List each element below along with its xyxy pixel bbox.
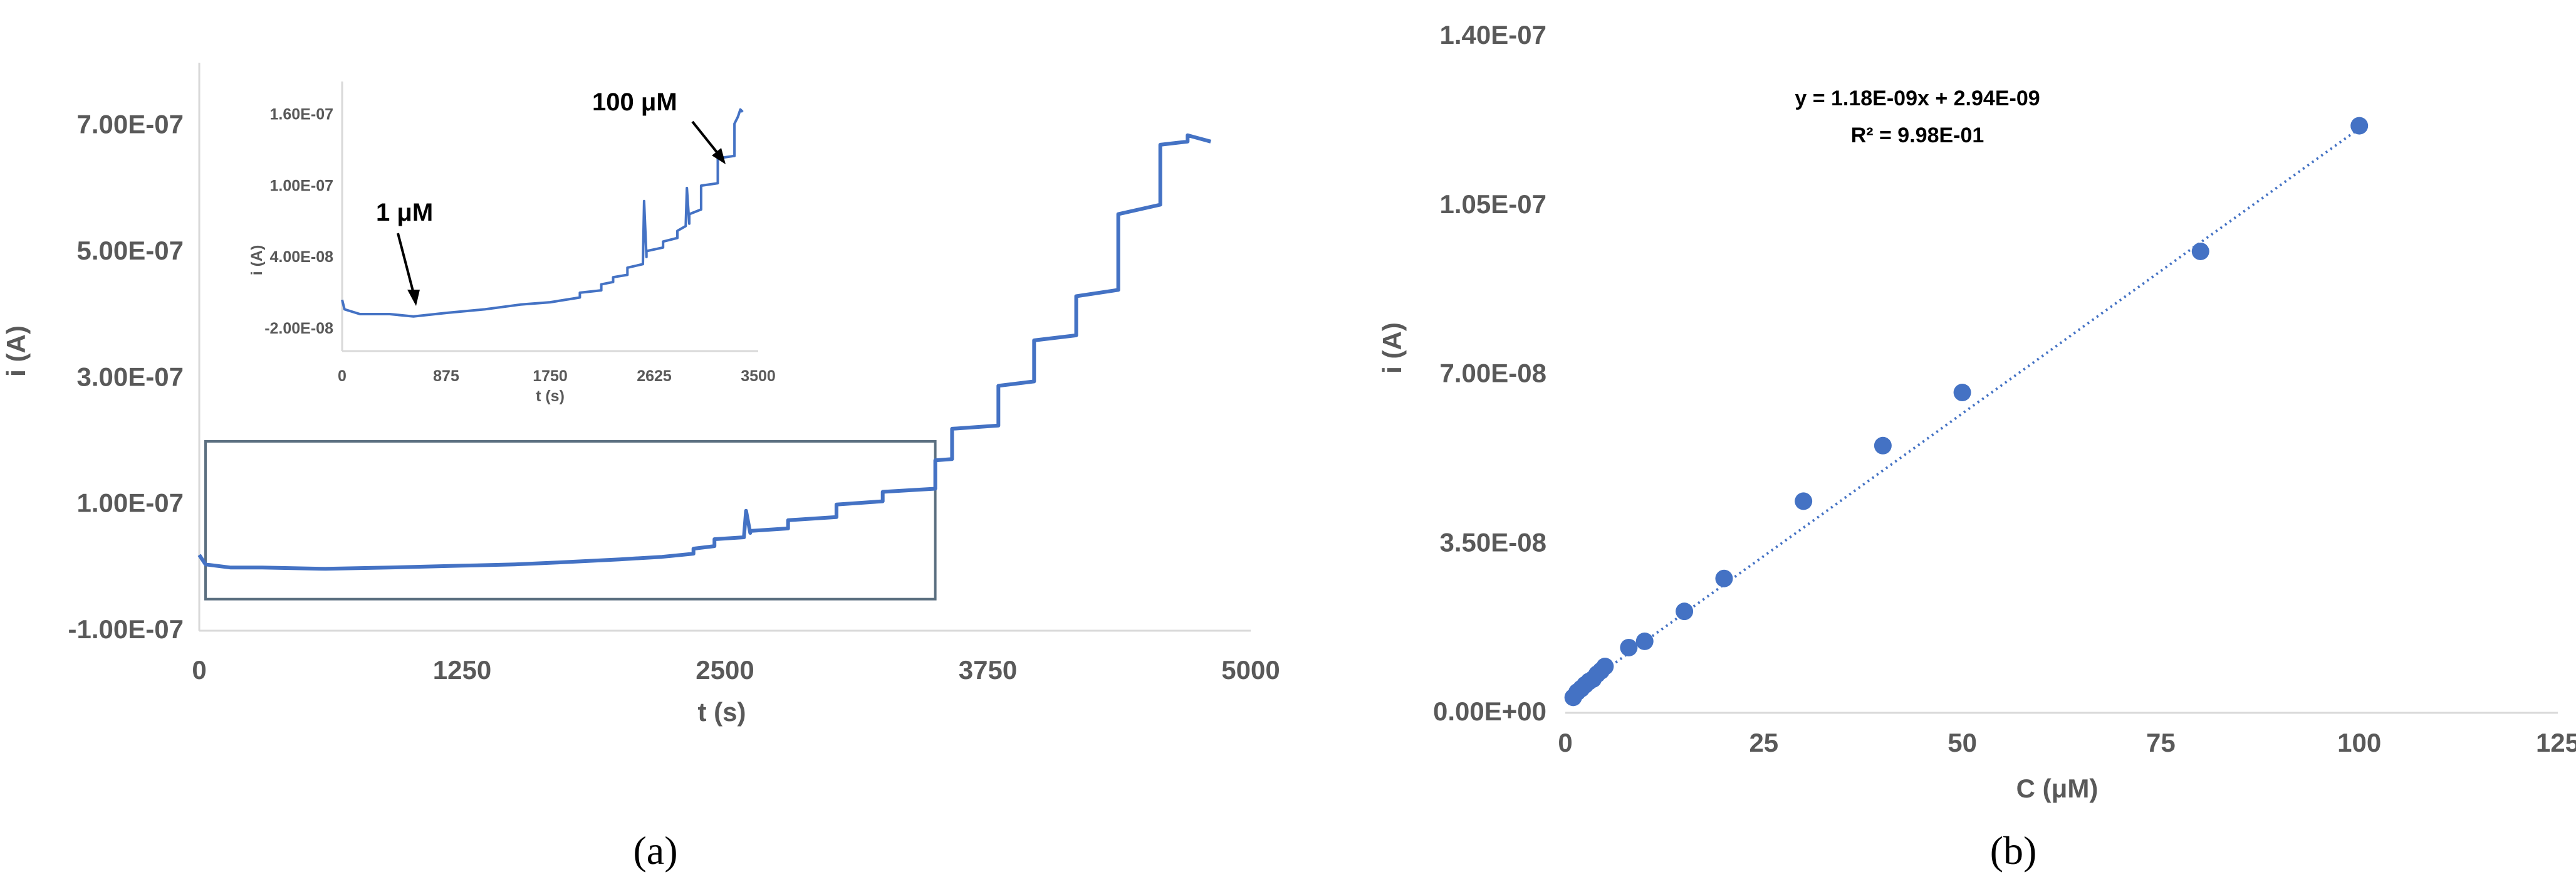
chart-a-y-tick-label: 1.00E-07 [77,488,184,518]
chart-b-x-ticks: 0 25 50 75 100 125 [1558,728,2576,757]
chart-b: 0.00E+00 3.50E-08 7.00E-08 1.05E-07 1.40E-07… [1377,20,2576,803]
chart-a-inset-y-ticks: -2.00E-08 4.00E-08 1.00E-07 1.60E-07 [264,105,333,337]
chart-a-inset-x-tick-label: 2625 [637,367,672,385]
chart-b-point [1953,384,1971,402]
annotation-100uM-arrow [691,120,719,154]
chart-a-y-axis-label: i (A) [1,325,31,377]
chart-b-point [1874,436,1892,455]
chart-b-r-squared: R² = 9.98E-01 [1851,124,1984,147]
chart-b-x-tick-label: 0 [1558,728,1572,757]
chart-b-x-tick-label: 75 [2146,728,2176,757]
chart-a-inset-x-tick-label: 3500 [741,367,776,385]
chart-a-y-tick-label: 3.00E-07 [77,362,184,391]
chart-a-inset-y-tick-label: 1.60E-07 [270,105,333,123]
chart-a-x-tick-label: 2500 [696,655,754,685]
chart-a-y-tick-label: -1.00E-07 [68,614,184,644]
annotation-100uM-arrowhead [712,148,726,164]
chart-b-x-tick-label: 125 [2536,728,2576,757]
chart-b-x-axis-label: C (μM) [2016,774,2099,803]
chart-a-x-tick-label: 1250 [433,655,491,685]
chart-a-zoom-box [204,440,937,601]
chart-a-y-tick-label: 7.00E-07 [77,110,184,139]
chart-b-equation: y = 1.18E-09x + 2.94E-09 [1795,87,2040,110]
chart-a-inset-x-tick-label: 0 [338,367,347,385]
chart-b-points [1564,117,2369,707]
chart-b-point [1596,658,1614,676]
chart-a-x-tick-label: 0 [192,655,206,685]
chart-a-x-ticks: 0 1250 2500 3750 5000 [192,655,1280,685]
chart-a-inset-x-tick-label: 1750 [533,367,568,385]
annotation-1uM-arrowhead [407,290,420,306]
chart-a-inset-y-tick-label: -2.00E-08 [264,320,333,337]
chart-a: -1.00E-07 1.00E-07 3.00E-07 5.00E-07 7.00E-0… [1,63,1280,727]
chart-b-point [1795,492,1813,510]
chart-a-y-tick-label: 5.00E-07 [77,236,184,265]
chart-a-x-tick-label: 3750 [959,655,1017,685]
annotation-100uM: 100 μM [592,88,677,116]
chart-a-inset-y-tick-label: 4.00E-08 [270,248,334,266]
chart-b-y-axis-label: i (A) [1377,322,1407,374]
chart-b-point [1620,638,1638,656]
chart-a-inset-series-line [341,108,744,318]
chart-a-inset-x-axis-label: t (s) [536,387,565,405]
chart-a-x-tick-label: 5000 [1221,655,1280,685]
panel-label-b: (b) [1990,828,2037,873]
chart-a-inset: -2.00E-08 4.00E-08 1.00E-07 1.60E-07 0 875 17… [248,82,776,405]
annotation-1uM-arrow [397,233,415,294]
chart-b-point [1676,602,1694,621]
chart-b-point [2350,117,2369,135]
chart-b-point [1635,632,1654,650]
chart-b-y-tick-label: 3.50E-08 [1440,527,1546,557]
chart-a-inset-x-tick-label: 875 [433,367,459,385]
chart-a-x-axis-label: t (s) [698,697,746,727]
chart-a-inset-y-tick-label: 1.00E-07 [270,177,333,194]
chart-b-x-tick-label: 50 [1948,728,1977,757]
chart-a-y-ticks: -1.00E-07 1.00E-07 3.00E-07 5.00E-07 7.00E-0… [68,110,184,644]
chart-b-y-tick-label: 0.00E+00 [1433,697,1546,726]
chart-b-point [2191,242,2209,260]
annotation-1uM: 1 μM [376,199,433,226]
chart-a-series-line [197,133,1211,571]
chart-a-inset-x-ticks: 0 875 1750 2625 3500 [338,367,776,385]
chart-a-inset-y-axis-label: i (A) [248,245,266,276]
chart-b-x-tick-label: 25 [1749,728,1778,757]
chart-b-point [1715,569,1733,587]
chart-b-x-tick-label: 100 [2337,728,2381,757]
panel-label-a: (a) [633,828,677,873]
chart-b-y-ticks: 0.00E+00 3.50E-08 7.00E-08 1.05E-07 1.40E-07 [1433,20,1546,726]
chart-b-y-tick-label: 1.05E-07 [1440,189,1546,219]
chart-b-y-tick-label: 1.40E-07 [1440,20,1546,50]
chart-b-y-tick-label: 7.00E-08 [1440,359,1546,388]
